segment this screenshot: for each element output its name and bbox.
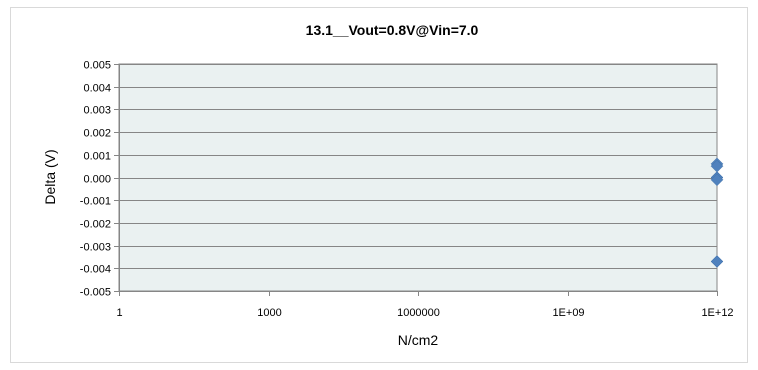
y-tick-label: 0.002 (83, 128, 111, 140)
x-axis-ticks: 1 1000 1000000 1E+09 1E+12 (116, 291, 734, 319)
y-tick-label: -0.004 (80, 264, 111, 276)
y-tick-label: -0.005 (80, 287, 111, 299)
y-tick-label: -0.002 (80, 219, 111, 231)
chart-title: 13.1__Vout=0.8V@Vin=7.0 (306, 22, 479, 38)
x-tick-label: 1E+12 (701, 307, 733, 319)
y-tick-label: 0.003 (83, 105, 111, 117)
data-points (710, 157, 724, 268)
y-tick-label: 0.001 (83, 151, 111, 163)
x-tick-label: 1000000 (397, 307, 440, 319)
plot-area (118, 63, 718, 292)
x-tick-label: 1E+09 (552, 307, 584, 319)
y-tick-label: -0.001 (80, 196, 111, 208)
y-tick-label: 0.000 (83, 174, 111, 186)
data-point-marker (710, 255, 724, 268)
y-tick-label: 0.005 (83, 60, 111, 72)
data-point-marker (710, 173, 724, 187)
x-tick-label: 1000 (257, 307, 281, 319)
y-tick-label: -0.003 (80, 242, 111, 254)
y-axis-ticks: 0.005 0.004 0.003 0.002 0.001 0.000 -0.001 -0.0… (80, 60, 119, 299)
gridlines (119, 64, 717, 292)
y-axis-title: Delta (V) (42, 149, 58, 204)
x-axis-title: N/cm2 (398, 332, 439, 348)
x-tick-label: 1 (116, 307, 122, 319)
y-tick-label: 0.004 (83, 83, 111, 95)
